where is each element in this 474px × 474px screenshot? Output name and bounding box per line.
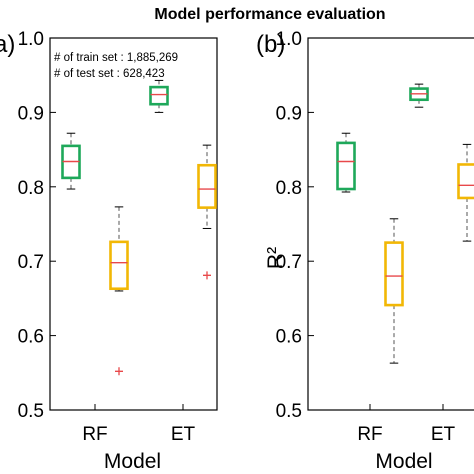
y-tick-label: 1.0 — [276, 29, 302, 50]
x-tick-label: ET — [171, 424, 196, 445]
y-tick-label: 1.0 — [18, 29, 44, 50]
box-body — [384, 241, 404, 307]
box-rf-1 — [61, 132, 81, 190]
box-body — [197, 163, 217, 209]
dataset-note: # of train set : 1,885,269 — [54, 52, 178, 64]
box-body — [149, 85, 169, 106]
box-rf-2 — [384, 218, 404, 364]
box-et-2 — [197, 144, 217, 280]
y-tick-label: 0.8 — [18, 178, 44, 199]
box-body — [457, 163, 474, 200]
plot-frame — [307, 37, 474, 411]
box-et-1 — [149, 79, 169, 113]
y-axis-label: R² — [264, 247, 287, 269]
y-tick-label: 0.7 — [18, 252, 44, 273]
box-rf-2 — [109, 206, 129, 376]
box-et-1 — [409, 83, 429, 108]
y-tick-label: 0.9 — [18, 103, 44, 124]
x-tick-label: RF — [82, 424, 107, 445]
y-tick-label: 0.5 — [18, 401, 44, 422]
outlier-marker — [203, 271, 211, 280]
figure-title: Model performance evaluation — [154, 6, 385, 23]
box-et-2 — [457, 143, 474, 242]
y-tick-label: 0.9 — [276, 103, 302, 124]
panel-label: (b) — [256, 31, 285, 58]
y-tick-label: 0.8 — [276, 178, 302, 199]
panel-b: 0.5 0.6 0.7 0.8 0.9 1.0 RF ET (b) Model R² — [256, 29, 474, 473]
box-rf-1 — [336, 132, 356, 193]
x-tick-label: RF — [357, 424, 382, 445]
panel-label: (a) — [0, 31, 15, 58]
box-body — [336, 141, 356, 191]
y-tick-label: 0.6 — [276, 327, 302, 348]
box-body — [109, 240, 129, 291]
plot-frame — [49, 37, 218, 411]
dataset-note: # of test set : 628,423 — [54, 68, 165, 80]
y-tick-label: 0.7 — [276, 252, 302, 273]
y-tick-label: 0.5 — [276, 401, 302, 422]
x-axis-label: Model — [104, 450, 161, 473]
panel-a: 0.5 0.6 0.7 0.8 0.9 1.0 RF ET (a) Model Score # of … — [0, 29, 218, 473]
x-tick-label: ET — [431, 424, 456, 445]
outlier-marker — [115, 367, 123, 376]
y-tick-label: 0.6 — [18, 327, 44, 348]
y-axis-label: Score — [0, 197, 1, 252]
x-axis-label: Model — [375, 450, 432, 473]
